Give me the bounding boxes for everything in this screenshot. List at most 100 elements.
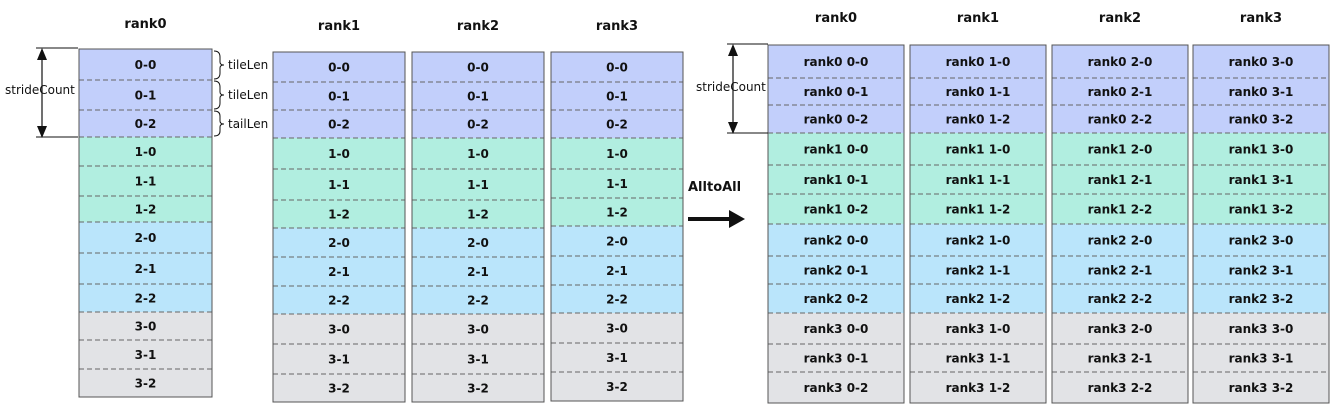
- cell-label: rank3 3-2: [1229, 381, 1294, 395]
- after-column-rank0: rank0 rank0 0-0 rank0 0-1 rank0 0-2 rank1 0-…: [767, 11, 905, 404]
- data-cell: [768, 78, 904, 105]
- data-cell: [910, 45, 1046, 78]
- cell-label: 1-1: [606, 177, 628, 191]
- data-cell: [1193, 105, 1329, 133]
- cell-label: rank0 2-1: [1088, 85, 1153, 99]
- data-cell: [412, 257, 544, 286]
- data-cell: [910, 105, 1046, 133]
- cell-label: rank2 2-1: [1088, 264, 1153, 278]
- column-border: [767, 44, 905, 404]
- data-cell: [273, 344, 405, 374]
- before-column-rank1: rank1 0-0 0-1 0-2 1-0 1-1 1-2 2-0 2-1 2-2 3-0 3-1 3-…: [272, 19, 406, 403]
- data-cell: [273, 52, 405, 82]
- before-ranks: rank0 0-0 0-1 0-2 1-0 1-1 1-2 2-0 2-1 2-2 3-0 3-1 3-…: [78, 17, 684, 403]
- cell-label: 2-1: [328, 265, 350, 279]
- data-cell: [1193, 78, 1329, 105]
- column-border: [411, 51, 545, 403]
- cell-label: rank2 0-2: [804, 292, 869, 306]
- data-cell: [910, 194, 1046, 224]
- cell-label: 3-1: [606, 351, 628, 365]
- tail-len-brace: [213, 110, 225, 137]
- cell-label: rank1 0-1: [804, 173, 869, 187]
- data-cell: [79, 340, 212, 369]
- data-cell: [1052, 133, 1188, 165]
- cell-label: 3-0: [135, 320, 157, 334]
- tile-len-label-1: tileLen: [228, 58, 268, 72]
- cell-label: 1-2: [135, 203, 157, 217]
- column-border: [550, 51, 684, 402]
- cell-label: 3-2: [467, 382, 489, 396]
- data-cell: [768, 45, 904, 78]
- data-cell: [412, 169, 544, 200]
- data-cell: [79, 196, 212, 222]
- alltoall-arrow: AlltoAll: [688, 180, 745, 228]
- cell-label: rank2 0-1: [804, 264, 869, 278]
- data-cell: [1052, 105, 1188, 133]
- data-cell: [79, 284, 212, 312]
- data-cell: [1052, 313, 1188, 344]
- data-cell: [79, 166, 212, 196]
- data-cell: [551, 313, 683, 343]
- data-cell: [412, 286, 544, 314]
- before-header-rank1: rank1: [318, 19, 360, 34]
- cell-label: 2-0: [328, 236, 350, 250]
- after-header-rank2: rank2: [1099, 11, 1141, 26]
- data-cell: [1193, 224, 1329, 256]
- data-cell: [768, 256, 904, 284]
- cell-label: rank0 2-0: [1088, 55, 1153, 69]
- data-cell: [768, 344, 904, 372]
- data-cell: [273, 257, 405, 286]
- cell-label: 1-0: [606, 147, 628, 161]
- before-header-rank3: rank3: [596, 19, 638, 34]
- cell-label: rank0 1-0: [946, 55, 1011, 69]
- data-cell: [79, 369, 212, 397]
- data-cell: [1052, 256, 1188, 284]
- cell-label: 2-2: [135, 292, 157, 306]
- cell-label: 1-1: [467, 178, 489, 192]
- data-cell: [910, 256, 1046, 284]
- data-cell: [412, 110, 544, 138]
- cell-label: rank1 3-0: [1229, 143, 1294, 157]
- before-header-rank0: rank0: [124, 17, 166, 32]
- data-cell: [79, 253, 212, 284]
- cell-label: 0-2: [467, 118, 489, 132]
- cell-label: 2-1: [606, 264, 628, 278]
- data-cell: [910, 284, 1046, 313]
- cell-label: 2-0: [606, 235, 628, 249]
- cell-label: 2-1: [467, 265, 489, 279]
- data-cell: [273, 138, 405, 169]
- cell-label: rank1 1-2: [946, 203, 1011, 217]
- after-header-rank3: rank3: [1240, 11, 1282, 26]
- alltoall-label: AlltoAll: [688, 180, 741, 195]
- cell-label: 0-1: [135, 89, 157, 103]
- data-cell: [910, 372, 1046, 403]
- stride-count-annotation-right: strideCount: [696, 43, 768, 134]
- cell-label: 3-0: [467, 323, 489, 337]
- cell-label: rank0 0-1: [804, 85, 869, 99]
- cell-label: rank2 3-1: [1229, 264, 1294, 278]
- after-ranks: rank0 rank0 0-0 rank0 0-1 rank0 0-2 rank1 0-…: [767, 11, 1330, 404]
- stride-count-label-left: strideCount: [5, 83, 75, 97]
- right-arrow-icon: [729, 210, 745, 228]
- data-cell: [273, 314, 405, 344]
- data-cell: [768, 194, 904, 224]
- data-cell: [273, 82, 405, 110]
- data-cell: [551, 82, 683, 110]
- cell-label: rank2 3-2: [1229, 292, 1294, 306]
- tile-len-brace-2: [213, 80, 225, 110]
- data-cell: [412, 138, 544, 169]
- data-cell: [273, 228, 405, 257]
- cell-label: 3-0: [606, 322, 628, 336]
- cell-label: 0-2: [328, 118, 350, 132]
- column-border: [1192, 44, 1330, 404]
- cell-label: rank0 3-2: [1229, 113, 1294, 127]
- data-cell: [1193, 194, 1329, 224]
- cell-label: rank1 1-0: [946, 143, 1011, 157]
- cell-label: rank3 2-2: [1088, 381, 1153, 395]
- cell-label: 0-0: [467, 61, 489, 75]
- before-column-rank0: rank0 0-0 0-1 0-2 1-0 1-1 1-2 2-0 2-1 2-2 3-0 3-1 3-…: [78, 17, 213, 398]
- cell-label: rank0 1-2: [946, 113, 1011, 127]
- data-cell: [412, 374, 544, 402]
- data-cell: [551, 110, 683, 138]
- cell-label: 1-0: [135, 145, 157, 159]
